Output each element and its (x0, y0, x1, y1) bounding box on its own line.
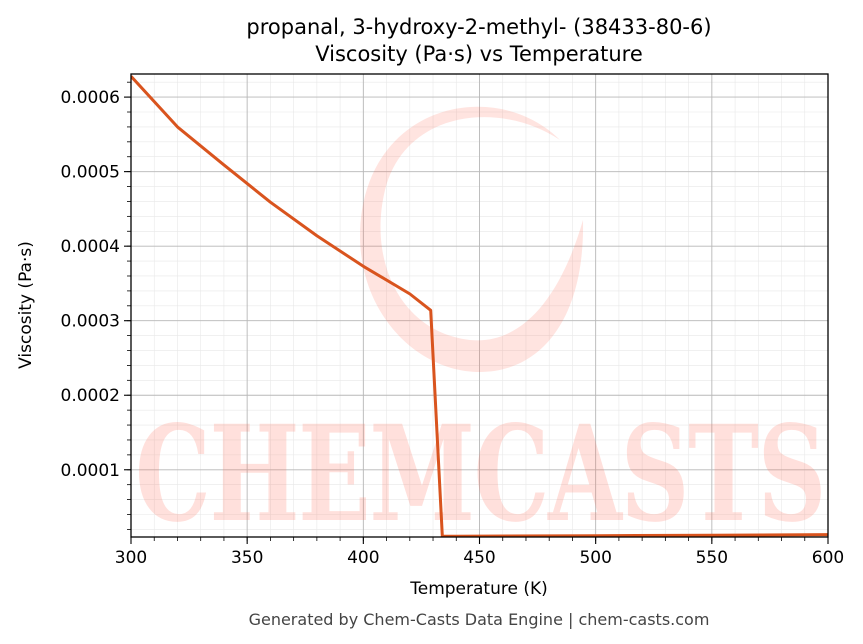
x-axis-label: Temperature (K) (409, 579, 548, 599)
series-line (131, 75, 828, 537)
x-tick-label: 600 (812, 548, 844, 568)
footer-credit: Generated by Chem-Casts Data Engine | ch… (249, 610, 710, 629)
x-tick-label: 550 (696, 548, 728, 568)
y-axis-ticks: 0.0001 0.0002 0.0003 0.0004 0.0005 0.0006 (61, 81, 131, 530)
y-tick-label: 0.0001 (61, 461, 120, 481)
x-tick-label: 500 (579, 548, 611, 568)
chart-title: propanal, 3-hydroxy-2-methyl- (38433-80-… (246, 15, 711, 39)
x-tick-label: 300 (115, 548, 147, 568)
y-tick-label: 0.0005 (61, 163, 120, 183)
x-tick-label: 350 (231, 548, 263, 568)
x-tick-label: 400 (347, 548, 379, 568)
y-tick-label: 0.0006 (61, 88, 120, 108)
watermark-text: CHEMCASTS (135, 397, 825, 552)
x-axis-ticks: 300 350 400 450 500 550 600 (115, 537, 844, 568)
x-tick-label: 450 (463, 548, 495, 568)
y-tick-label: 0.0003 (61, 312, 120, 332)
y-tick-label: 0.0002 (61, 386, 120, 406)
y-tick-label: 0.0004 (61, 237, 120, 257)
chart-subtitle: Viscosity (Pa·s) vs Temperature (315, 42, 643, 66)
series-layer (131, 75, 828, 537)
chemcasts-watermark: CHEMCASTS (135, 106, 827, 552)
y-axis-label: Viscosity (Pa·s) (16, 241, 36, 369)
